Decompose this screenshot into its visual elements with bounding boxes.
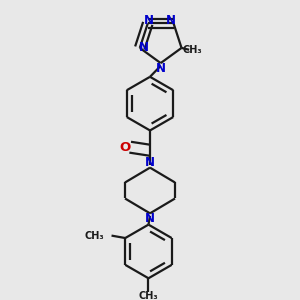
Text: N: N: [140, 40, 149, 53]
Text: N: N: [145, 156, 155, 169]
Text: O: O: [119, 141, 130, 154]
Text: N: N: [166, 14, 176, 27]
Text: N: N: [156, 62, 166, 75]
Text: N: N: [144, 14, 154, 27]
Text: CH₃: CH₃: [183, 45, 202, 56]
Text: N: N: [145, 212, 155, 225]
Text: CH₃: CH₃: [84, 231, 104, 241]
Text: CH₃: CH₃: [139, 291, 158, 300]
